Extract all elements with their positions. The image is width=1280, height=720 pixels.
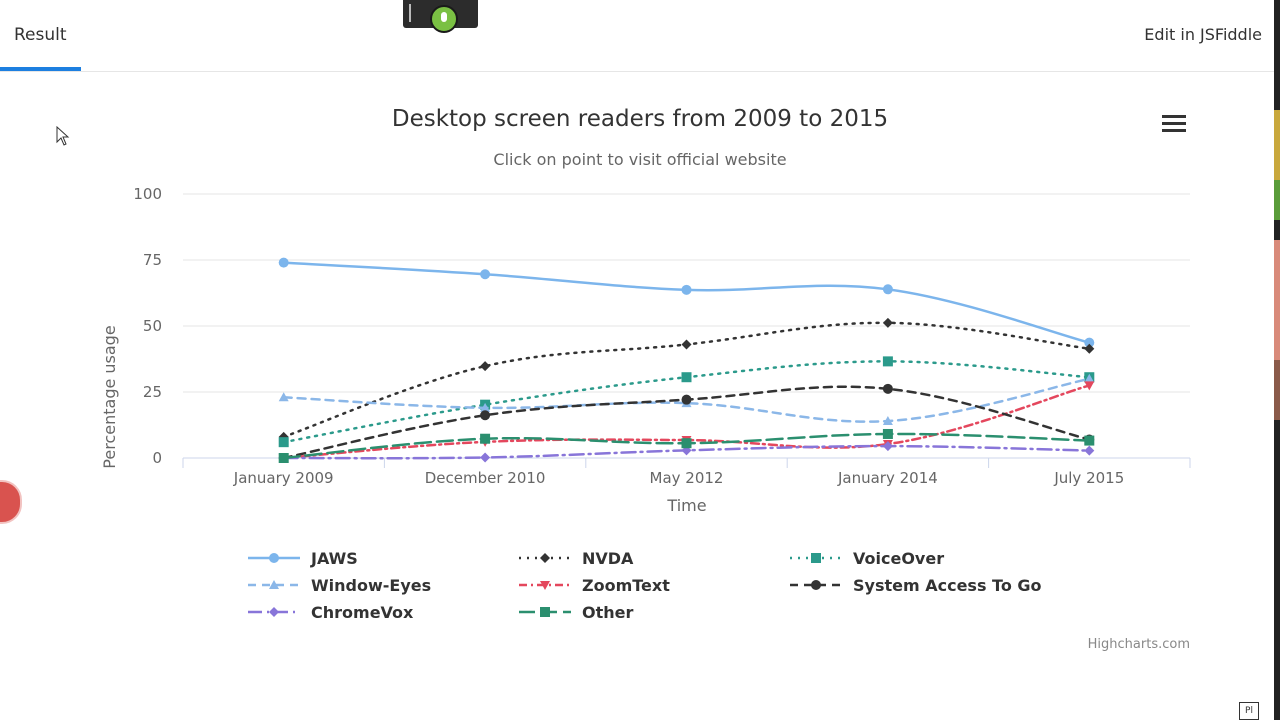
- data-point[interactable]: [480, 402, 491, 412]
- data-point[interactable]: [480, 452, 491, 463]
- x-tick-label: July 2015: [1053, 469, 1124, 487]
- microphone-icon[interactable]: [430, 5, 458, 33]
- series-nvda: [278, 317, 1095, 442]
- legend-item[interactable]: Window-Eyes: [248, 576, 431, 595]
- data-point[interactable]: [1084, 445, 1095, 456]
- edge-color-strip: [1274, 110, 1280, 180]
- legend-item[interactable]: Other: [519, 603, 633, 622]
- axes: 0 25 50 75 100 January 2009 December 2010 May 2…: [133, 185, 1191, 487]
- context-menu-icon[interactable]: [1160, 112, 1188, 136]
- legend-marker-symbol: [269, 580, 279, 589]
- legend-label: Other: [582, 603, 633, 622]
- x-tick-label: January 2009: [233, 469, 334, 487]
- data-point[interactable]: [278, 437, 289, 448]
- legend-label: ChromeVox: [311, 603, 414, 622]
- data-point[interactable]: [681, 394, 692, 405]
- data-point[interactable]: [882, 284, 893, 295]
- data-point[interactable]: [1084, 337, 1095, 348]
- legend-marker-symbol: [269, 607, 279, 617]
- y-axis-label: Percentage usage: [100, 325, 119, 468]
- legend-label: VoiceOver: [853, 549, 944, 568]
- data-point[interactable]: [681, 339, 692, 350]
- x-axis-label: Time: [666, 496, 706, 515]
- legend-marker-symbol: [269, 553, 279, 563]
- data-point[interactable]: [1084, 373, 1095, 383]
- data-point[interactable]: [480, 433, 491, 444]
- data-point[interactable]: [882, 317, 893, 328]
- data-point[interactable]: [882, 383, 893, 394]
- y-tick-label: 50: [143, 317, 162, 335]
- data-point[interactable]: [278, 392, 289, 402]
- edge-color-strip: [1274, 180, 1280, 220]
- legend-marker-symbol: [811, 553, 821, 563]
- legend-label: NVDA: [582, 549, 634, 568]
- credits-link[interactable]: Highcharts.com: [1088, 637, 1190, 652]
- tab-result[interactable]: Result: [0, 0, 81, 71]
- edge-color-strip: [1274, 360, 1280, 420]
- data-point[interactable]: [1084, 435, 1095, 446]
- y-tick-label: 0: [152, 449, 162, 467]
- series-jaws: [278, 257, 1095, 348]
- y-tick-label: 100: [133, 185, 162, 203]
- series-other: [278, 428, 1095, 463]
- y-tick-label: 25: [143, 383, 162, 401]
- right-edge-strip: [1274, 0, 1280, 720]
- legend-marker-symbol: [811, 580, 821, 590]
- data-point[interactable]: [681, 372, 692, 383]
- legend-marker-symbol: [540, 581, 550, 590]
- y-tick-label: 75: [143, 251, 162, 269]
- data-point[interactable]: [1084, 343, 1095, 354]
- legend-item[interactable]: JAWS: [248, 549, 358, 568]
- edit-in-jsfiddle-link[interactable]: Edit in JSFiddle: [1144, 25, 1262, 44]
- line-chart: Desktop screen readers from 2009 to 2015…: [100, 106, 1191, 652]
- legend-label: Window-Eyes: [311, 576, 431, 595]
- data-point[interactable]: [882, 416, 893, 426]
- x-tick-label: December 2010: [425, 469, 546, 487]
- legend-marker-symbol: [540, 607, 550, 617]
- data-point[interactable]: [480, 361, 491, 372]
- chart-title: Desktop screen readers from 2009 to 2015: [392, 106, 888, 132]
- data-point[interactable]: [882, 428, 893, 439]
- legend-label: ZoomText: [582, 576, 670, 595]
- legend-item[interactable]: VoiceOver: [790, 549, 944, 568]
- legend-item[interactable]: System Access To Go: [790, 576, 1042, 595]
- legend-item[interactable]: ChromeVox: [248, 603, 414, 622]
- legend-item[interactable]: NVDA: [519, 549, 634, 568]
- data-point[interactable]: [1084, 381, 1095, 391]
- series-line: [282, 261, 1091, 344]
- series-group: [278, 257, 1095, 463]
- legend-label: System Access To Go: [853, 576, 1042, 595]
- data-point[interactable]: [681, 284, 692, 295]
- grid-lines: [183, 193, 1190, 393]
- widget-menu-icon[interactable]: [409, 4, 419, 22]
- data-point[interactable]: [278, 257, 289, 268]
- edge-color-strip: [1274, 240, 1280, 360]
- legend: JAWS NVDA VoiceOver Window-Eyes ZoomText Syst…: [248, 549, 1042, 622]
- corner-badge: Pl: [1239, 702, 1259, 720]
- data-point[interactable]: [882, 441, 893, 452]
- data-point[interactable]: [480, 269, 491, 280]
- tab-active-indicator: [0, 67, 81, 71]
- legend-label: JAWS: [310, 549, 358, 568]
- x-tick-label: January 2014: [837, 469, 938, 487]
- data-point[interactable]: [278, 453, 289, 463]
- series-line: [282, 377, 1091, 423]
- tab-result-label: Result: [14, 25, 67, 45]
- voice-recorder-widget[interactable]: [403, 0, 478, 33]
- x-tick-label: May 2012: [650, 469, 724, 487]
- legend-marker-symbol: [540, 553, 550, 563]
- series-chromevox: [278, 441, 1095, 463]
- data-point[interactable]: [480, 410, 491, 421]
- chart-subtitle: Click on point to visit official website: [493, 150, 786, 169]
- data-point[interactable]: [681, 438, 692, 449]
- data-point[interactable]: [882, 356, 893, 367]
- legend-item[interactable]: ZoomText: [519, 576, 670, 595]
- mouse-cursor-icon: [56, 126, 70, 146]
- top-bar: Result Edit in JSFiddle: [0, 0, 1274, 72]
